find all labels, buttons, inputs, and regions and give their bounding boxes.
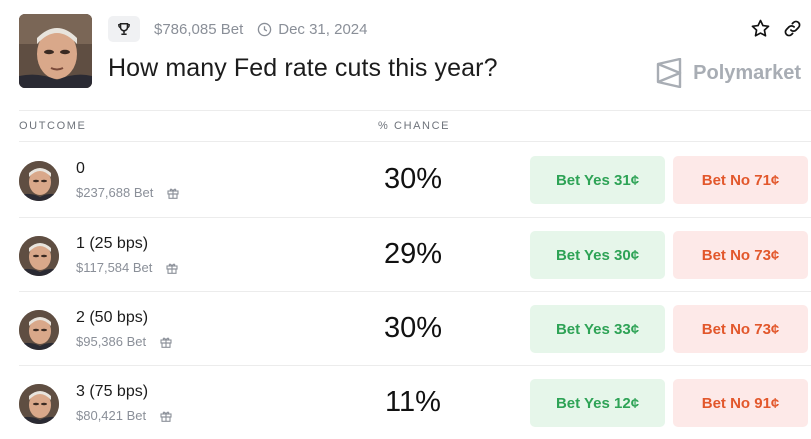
bet-no-button[interactable]: Bet No 91¢ — [673, 379, 808, 427]
brand: Polymarket — [655, 58, 801, 88]
outcome-volume-wrap: $95,386 Bet — [76, 334, 172, 349]
outcome-chance: 29% — [383, 238, 443, 270]
divider — [19, 141, 811, 142]
outcome-name: 1 (25 bps) — [76, 235, 149, 252]
header-actions — [749, 17, 803, 39]
bet-yes-button[interactable]: Bet Yes 12¢ — [530, 379, 665, 427]
divider — [19, 217, 811, 218]
outcome-avatar — [19, 310, 59, 350]
gift-icon[interactable] — [160, 410, 172, 422]
bet-no-button[interactable]: Bet No 71¢ — [673, 156, 808, 204]
outcome-volume-wrap: $237,688 Bet — [76, 185, 179, 200]
bet-no-button[interactable]: Bet No 73¢ — [673, 305, 808, 353]
gift-icon[interactable] — [160, 336, 172, 348]
bet-yes-button[interactable]: Bet Yes 31¢ — [530, 156, 665, 204]
outcome-volume-wrap: $80,421 Bet — [76, 408, 172, 423]
star-icon[interactable] — [749, 17, 771, 39]
outcome-column-header: OUTCOME — [19, 120, 87, 132]
trophy-icon[interactable] — [108, 16, 140, 42]
bet-yes-button[interactable]: Bet Yes 30¢ — [530, 231, 665, 279]
bet-yes-button[interactable]: Bet Yes 33¢ — [530, 305, 665, 353]
outcome-avatar — [19, 236, 59, 276]
outcome-avatar — [19, 161, 59, 201]
outcome-name: 2 (50 bps) — [76, 309, 149, 326]
market-header: $786,085 Bet Dec 31, 2024 How many Fed r… — [0, 0, 811, 110]
clock-icon — [258, 22, 272, 36]
outcome-name: 0 — [76, 160, 85, 177]
divider — [19, 110, 811, 111]
market-end-date-wrap: Dec 31, 2024 — [257, 21, 367, 38]
gift-icon[interactable] — [167, 187, 179, 199]
market-meta: $786,085 Bet Dec 31, 2024 — [108, 16, 367, 42]
market-title: How many Fed rate cuts this year? — [108, 54, 498, 82]
outcome-name: 3 (75 bps) — [76, 383, 149, 400]
outcome-volume: $95,386 Bet — [76, 334, 147, 349]
outcome-volume: $80,421 Bet — [76, 408, 147, 423]
outcome-chance: 30% — [383, 163, 443, 195]
outcome-chance: 30% — [383, 312, 443, 344]
market-image — [19, 14, 92, 88]
brand-name: Polymarket — [693, 61, 801, 84]
outcome-volume: $117,584 Bet — [76, 260, 153, 275]
outcome-avatar — [19, 384, 59, 424]
chance-column-header: % CHANCE — [378, 120, 451, 132]
outcome-row[interactable]: 1 (25 bps) $117,584 Bet 29% Bet Yes 30¢ … — [0, 218, 811, 292]
outcome-row[interactable]: 0 $237,688 Bet 30% Bet Yes 31¢ Bet No 71… — [0, 143, 811, 217]
market-end-date: Dec 31, 2024 — [278, 20, 368, 38]
polymarket-logo-icon — [656, 58, 682, 88]
gift-icon[interactable] — [166, 262, 178, 274]
outcome-row[interactable]: 2 (50 bps) $95,386 Bet 30% Bet Yes 33¢ B… — [0, 292, 811, 366]
divider — [19, 365, 811, 366]
outcome-row[interactable]: 3 (75 bps) $80,421 Bet 11% Bet Yes 12¢ B… — [0, 366, 811, 439]
divider — [19, 291, 811, 292]
outcome-chance: 11% — [385, 386, 441, 418]
bet-no-button[interactable]: Bet No 73¢ — [673, 231, 808, 279]
outcome-volume-wrap: $117,584 Bet — [76, 260, 178, 275]
link-icon[interactable] — [781, 17, 803, 39]
market-volume: $786,085 Bet — [154, 20, 244, 38]
outcome-volume: $237,688 Bet — [76, 185, 154, 200]
